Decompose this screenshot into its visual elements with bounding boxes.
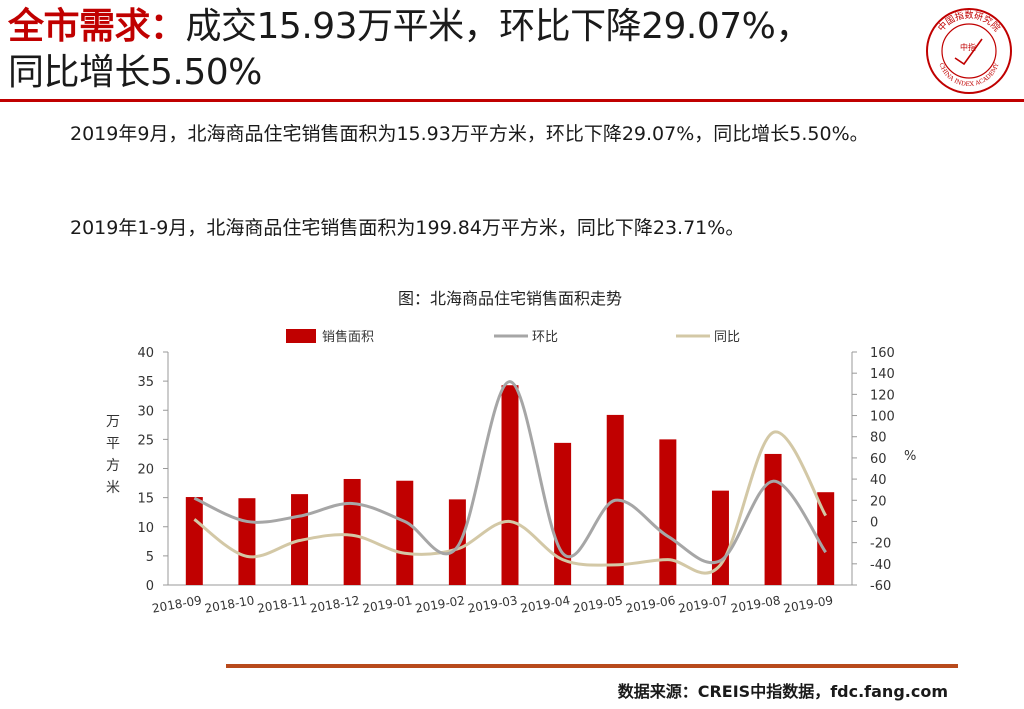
x-axis-tick-label: 2019-09 [782,593,834,615]
bar-sales-area-2019-02 [448,499,466,585]
page-title: 全市需求：成交15.93万平米，环比下降29.07%， 同比增长5.50% [8,4,908,96]
left-axis-tick-label: 0 [146,579,154,594]
x-axis-tick-label: 2019-04 [519,593,571,615]
title-keyword: 全市需求： [8,6,186,47]
source-divider [226,664,958,668]
right-axis-tick-label: -60 [870,579,891,594]
right-axis-tick-label: 80 [870,431,887,446]
left-axis-tick-label: 5 [146,550,154,565]
x-axis-tick-label: 2019-03 [467,593,519,615]
x-axis-tick-label: 2019-08 [730,593,782,615]
legend-label-yoy: 同比 [714,330,740,345]
bar-sales-area-2019-08 [764,453,782,585]
bar-sales-area-2018-12 [343,478,361,585]
right-axis-tick-label: 0 [870,515,878,530]
china-index-academy-logo: 中国指数研究院 CHINA INDEX ACADEMY 中指 [926,8,1012,94]
left-axis-tick-label: 20 [137,463,154,478]
left-axis-tick-label: 15 [137,492,154,507]
legend-label-sales-area: 销售面积 [322,329,374,345]
legend-label-mom: 环比 [532,330,558,345]
bar-sales-area-2019-01 [396,480,414,585]
x-axis-tick-label: 2019-05 [572,593,624,615]
right-axis-tick-label: 40 [870,473,887,488]
summary-paragraph-1: 2019年9月，北海商品住宅销售面积为15.93万平方米，环比下降29.07%，… [70,123,869,145]
x-axis-tick-label: 2019-02 [414,593,466,615]
title-line-1: 全市需求：成交15.93万平米，环比下降29.07%， [8,4,908,50]
bar-sales-area-2018-09 [185,497,203,585]
right-axis-tick-label: -40 [870,558,891,573]
left-axis-tick-label: 10 [137,521,154,536]
x-axis-tick-label: 2019-06 [625,593,677,615]
left-axis-label: 万平方米 [106,414,120,496]
data-source: 数据来源：CREIS中指数据，fdc.fang.com [617,682,948,701]
title-headline: 成交15.93万平米，环比下降29.07%， [185,6,812,47]
title-divider [0,99,1024,102]
x-axis-tick-label: 2018-10 [204,593,256,615]
left-axis-tick-label: 25 [137,433,154,448]
legend-swatch-bar [286,329,316,343]
left-axis-tick-label: 40 [137,346,154,361]
chart-title: 图：北海商品住宅销售面积走势 [398,289,622,308]
title-line-2: 同比增长5.50% [8,52,262,93]
bar-sales-area-2019-04 [554,442,572,585]
bar-sales-area-2018-10 [238,498,256,585]
right-axis-tick-label: 60 [870,452,887,467]
right-axis-tick-label: 140 [870,367,895,382]
right-axis-tick-label: 160 [870,346,895,361]
bar-sales-area-2019-09 [817,492,835,585]
right-axis-tick-label: 120 [870,388,895,403]
left-axis-tick-label: 30 [137,404,154,419]
right-axis-tick-label: 100 [870,410,895,425]
x-axis-tick-label: 2018-09 [151,593,203,615]
x-axis-tick-label: 2018-12 [309,593,361,615]
x-axis-tick-label: 2018-11 [256,593,308,615]
bar-sales-area-2019-03 [501,385,519,585]
logo-center-text: 中指 [960,42,976,52]
left-axis-tick-label: 35 [137,375,154,390]
right-axis-tick-label: -20 [870,537,891,552]
x-axis-tick-label: 2019-01 [361,593,413,615]
line-yoy [193,430,827,575]
right-axis-label: % [904,449,916,464]
summary-paragraph-2: 2019年1-9月，北海商品住宅销售面积为199.84万平方米，同比下降23.7… [70,217,745,239]
x-axis-tick-label: 2019-07 [677,593,729,615]
right-axis-tick-label: 20 [870,494,887,509]
bar-sales-area-2019-06 [659,439,677,585]
line-mom [193,380,827,565]
